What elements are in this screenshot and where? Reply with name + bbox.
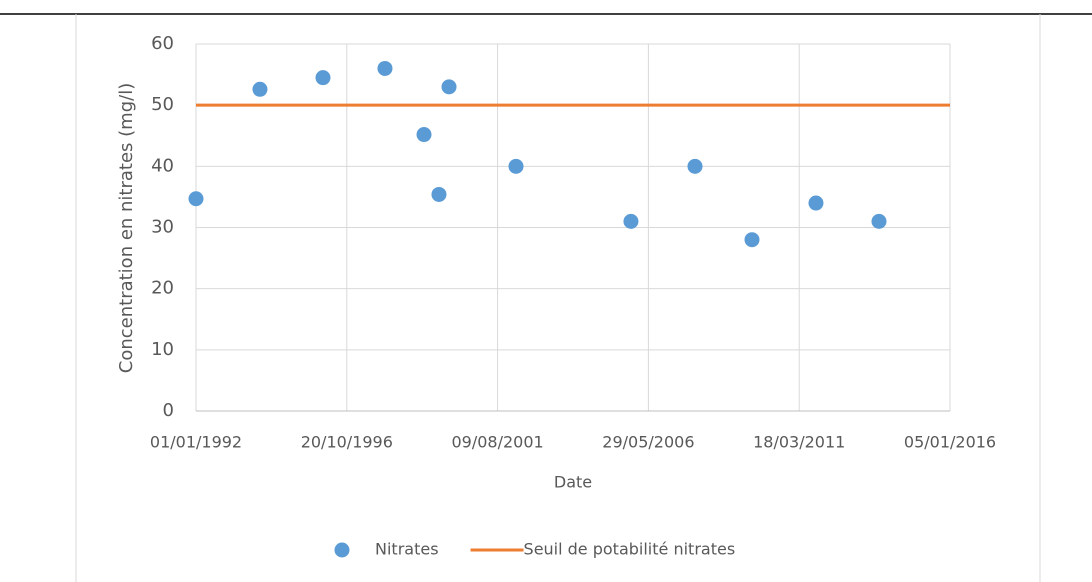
x-axis-title: Date: [554, 473, 592, 492]
y-tick-label: 60: [151, 33, 174, 54]
legend-label: Seuil de potabilité nitrates: [524, 540, 736, 559]
point: [416, 127, 432, 143]
point: [871, 213, 887, 229]
x-tick-label: 20/10/1996: [301, 433, 393, 452]
legend-label: Nitrates: [375, 540, 439, 559]
y-tick-label: 40: [151, 155, 174, 176]
y-axis-title: Concentration en nitrates (mg/l): [116, 83, 137, 373]
point: [188, 191, 204, 207]
point: [687, 158, 703, 174]
y-tick-label: 0: [163, 400, 174, 421]
x-tick-label: 29/05/2006: [602, 433, 694, 452]
legend-swatch: [334, 542, 350, 558]
point: [252, 81, 268, 97]
y-tick-label: 30: [151, 217, 174, 238]
point: [315, 70, 331, 86]
point: [744, 232, 760, 248]
x-tick-label: 05/01/2016: [904, 433, 996, 452]
x-tick-label: 18/03/2011: [753, 433, 845, 452]
point: [623, 213, 639, 229]
point: [377, 60, 393, 76]
point: [441, 79, 457, 95]
point: [808, 195, 824, 211]
x-tick-label: 09/08/2001: [451, 433, 543, 452]
y-tick-label: 20: [151, 278, 174, 299]
y-tick-label: 50: [151, 94, 174, 115]
point: [508, 158, 524, 174]
point: [431, 186, 447, 202]
x-tick-label: 01/01/1992: [150, 433, 242, 452]
y-tick-label: 10: [151, 339, 174, 360]
